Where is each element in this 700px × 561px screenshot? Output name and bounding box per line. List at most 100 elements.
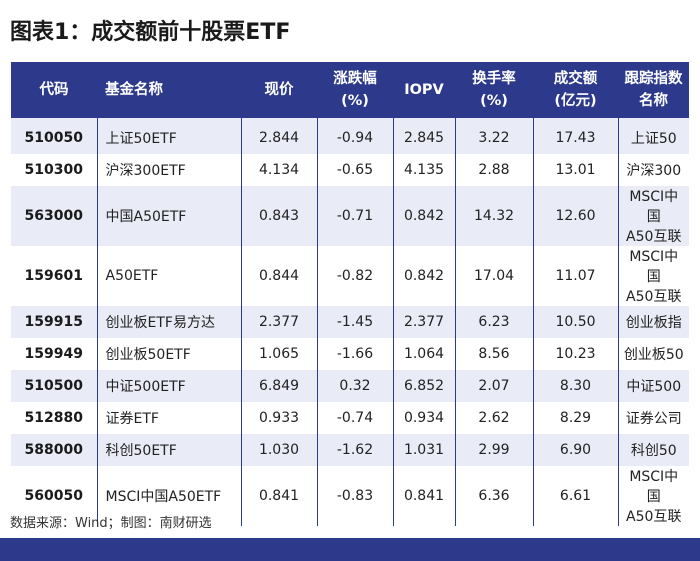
cell-fund-name: A50ETF xyxy=(96,246,241,306)
header-turnover: 换手率 (%) xyxy=(455,62,533,118)
cell-iopv: 1.064 xyxy=(392,338,455,370)
cell-volume: 12.60 xyxy=(532,186,618,246)
cell-volume: 17.43 xyxy=(532,118,618,154)
cell-turnover: 2.07 xyxy=(454,370,533,402)
cell-volume: 13.01 xyxy=(532,154,618,186)
cell-turnover: 17.04 xyxy=(454,246,533,306)
cell-turnover: 3.22 xyxy=(454,118,533,154)
cell-price: 2.377 xyxy=(240,306,317,338)
table-row: 560050 MSCI中国A50ETF 0.841 -0.83 0.841 6.36 6.6… xyxy=(11,466,689,526)
cell-code: 159949 xyxy=(11,338,97,370)
cell-change: -0.83 xyxy=(316,466,393,526)
cell-iopv: 2.377 xyxy=(392,306,455,338)
cell-price: 0.844 xyxy=(240,246,317,306)
header-change: 涨跌幅 (%) xyxy=(317,62,393,118)
cell-price: 0.843 xyxy=(240,186,317,246)
cell-price: 6.849 xyxy=(240,370,317,402)
cell-iopv: 4.135 xyxy=(392,154,455,186)
cell-volume: 6.90 xyxy=(532,434,618,466)
cell-iopv: 1.031 xyxy=(392,434,455,466)
footer-bar xyxy=(0,538,700,561)
cell-code: 510050 xyxy=(11,118,97,154)
cell-change: -1.66 xyxy=(316,338,393,370)
cell-turnover: 8.56 xyxy=(454,338,533,370)
cell-fund-name: 上证50ETF xyxy=(96,118,241,154)
table-row: 510300 沪深300ETF 4.134 -0.65 4.135 2.88 13.01 沪深… xyxy=(11,154,689,186)
table-row: 159915 创业板ETF易方达 2.377 -1.45 2.377 6.23 10.50 创… xyxy=(11,306,689,338)
cell-index: 证券公司 xyxy=(617,402,689,434)
cell-volume: 6.61 xyxy=(532,466,618,526)
cell-iopv: 6.852 xyxy=(392,370,455,402)
cell-change: -0.65 xyxy=(316,154,393,186)
cell-iopv: 0.842 xyxy=(392,246,455,306)
header-name: 基金名称 xyxy=(97,62,241,118)
cell-code: 563000 xyxy=(11,186,97,246)
cell-volume: 10.50 xyxy=(532,306,618,338)
cell-index: 科创50 xyxy=(617,434,689,466)
header-iopv: IOPV xyxy=(393,62,455,118)
cell-code: 159915 xyxy=(11,306,97,338)
header-index: 跟踪指数 名称 xyxy=(618,62,689,118)
cell-price: 4.134 xyxy=(240,154,317,186)
table-body: 510050 上证50ETF 2.844 -0.94 2.845 3.22 17.43 上证5… xyxy=(11,118,689,526)
cell-index: 创业板50 xyxy=(617,338,689,370)
cell-code: 560050 xyxy=(11,466,97,526)
cell-price: 1.030 xyxy=(240,434,317,466)
cell-code: 512880 xyxy=(11,402,97,434)
cell-iopv: 0.934 xyxy=(392,402,455,434)
cell-price: 2.844 xyxy=(240,118,317,154)
table-row: 510500 中证500ETF 6.849 0.32 6.852 2.07 8.30 中证50… xyxy=(11,370,689,402)
cell-fund-name: 创业板50ETF xyxy=(96,338,241,370)
cell-fund-name: 中国A50ETF xyxy=(96,186,241,246)
cell-iopv: 2.845 xyxy=(392,118,455,154)
cell-index: MSCI中国 A50互联 xyxy=(617,466,689,526)
cell-price: 0.841 xyxy=(240,466,317,526)
cell-change: -0.74 xyxy=(316,402,393,434)
cell-fund-name: 沪深300ETF xyxy=(96,154,241,186)
table-row: 563000 中国A50ETF 0.843 -0.71 0.842 14.32 12.60 M… xyxy=(11,186,689,246)
cell-turnover: 6.36 xyxy=(454,466,533,526)
header-volume: 成交额 (亿元) xyxy=(533,62,618,118)
cell-code: 510300 xyxy=(11,154,97,186)
cell-change: -0.71 xyxy=(316,186,393,246)
cell-index: MSCI中国 A50互联 xyxy=(617,246,689,306)
table-row: 512880 证券ETF 0.933 -0.74 0.934 2.62 8.29 证券公司 xyxy=(11,402,689,434)
cell-turnover: 2.62 xyxy=(454,402,533,434)
cell-turnover: 6.23 xyxy=(454,306,533,338)
cell-volume: 10.23 xyxy=(532,338,618,370)
cell-iopv: 0.841 xyxy=(392,466,455,526)
cell-fund-name: 科创50ETF xyxy=(96,434,241,466)
cell-index: MSCI中国 A50互联 xyxy=(617,186,689,246)
cell-code: 588000 xyxy=(11,434,97,466)
cell-index: 创业板指 xyxy=(617,306,689,338)
source-note: 数据来源：Wind；制图：南财研选 xyxy=(10,516,212,531)
header-price: 现价 xyxy=(241,62,317,118)
cell-change: -0.82 xyxy=(316,246,393,306)
page-title: 图表1：成交额前十股票ETF xyxy=(10,20,291,45)
table-header-row: 代码 基金名称 现价 涨跌幅 (%) IOPV 换手率 (%) 成交额 (亿元)… xyxy=(11,62,689,118)
table-row: 159949 创业板50ETF 1.065 -1.66 1.064 8.56 10.23 创业… xyxy=(11,338,689,370)
cell-change: -1.45 xyxy=(316,306,393,338)
etf-table: 代码 基金名称 现价 涨跌幅 (%) IOPV 换手率 (%) 成交额 (亿元)… xyxy=(11,62,689,526)
cell-change: -1.62 xyxy=(316,434,393,466)
cell-index: 沪深300 xyxy=(617,154,689,186)
cell-change: 0.32 xyxy=(316,370,393,402)
cell-index: 上证50 xyxy=(617,118,689,154)
cell-change: -0.94 xyxy=(316,118,393,154)
cell-iopv: 0.842 xyxy=(392,186,455,246)
table-row: 159601 A50ETF 0.844 -0.82 0.842 17.04 11.07 MSC… xyxy=(11,246,689,306)
cell-fund-name: MSCI中国A50ETF xyxy=(96,466,241,526)
cell-volume: 8.29 xyxy=(532,402,618,434)
cell-index: 中证500 xyxy=(617,370,689,402)
cell-price: 1.065 xyxy=(240,338,317,370)
cell-turnover: 2.99 xyxy=(454,434,533,466)
cell-turnover: 14.32 xyxy=(454,186,533,246)
cell-fund-name: 创业板ETF易方达 xyxy=(96,306,241,338)
table-row: 588000 科创50ETF 1.030 -1.62 1.031 2.99 6.90 科创50 xyxy=(11,434,689,466)
cell-fund-name: 中证500ETF xyxy=(96,370,241,402)
table-row: 510050 上证50ETF 2.844 -0.94 2.845 3.22 17.43 上证5… xyxy=(11,118,689,154)
cell-code: 510500 xyxy=(11,370,97,402)
cell-code: 159601 xyxy=(11,246,97,306)
header-code: 代码 xyxy=(11,62,97,118)
cell-price: 0.933 xyxy=(240,402,317,434)
